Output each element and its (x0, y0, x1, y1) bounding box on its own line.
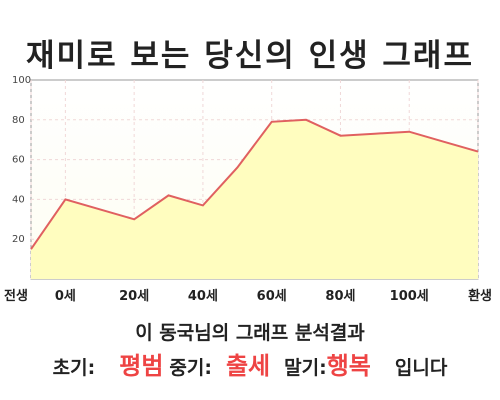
y-tick-label: 40 (12, 194, 25, 205)
x-tick-label: 20세 (119, 289, 149, 304)
x-tick-label: 전생 (4, 288, 28, 304)
late-value: 행복 (326, 352, 371, 380)
area-fill (31, 119, 478, 279)
x-tick-label: 60세 (257, 289, 287, 304)
x-tick-label: 0세 (55, 289, 76, 304)
early-label: 초기: (52, 357, 96, 379)
middle-value: 출세 (225, 352, 271, 380)
life-graph-chart: 20 40 60 80 100 전생 0세 20세 40세 60세 80세 100세 환생 (4, 76, 492, 304)
series-line (30, 118, 479, 250)
analysis-summary: 이 동국님의 그래프 분석결과 (135, 322, 365, 344)
x-axis-ticks: 전생 0세 20세 40세 60세 80세 100세 환생 (4, 288, 492, 304)
x-tick-label: 환생 (468, 288, 492, 304)
x-tick-label: 80세 (325, 289, 355, 304)
x-tick-label: 100세 (390, 289, 429, 304)
middle-label: 중기: (169, 357, 212, 379)
late-label: 말기: (284, 357, 327, 379)
y-axis-ticks: 20 40 60 80 100 (12, 76, 31, 245)
y-tick-label: 100 (12, 76, 31, 86)
y-tick-label: 20 (12, 234, 25, 245)
x-tick-label: 40세 (188, 289, 218, 304)
analysis-result: 초기: 평범 중기: 출세 말기:행복 입니다 (0, 346, 500, 381)
y-tick-label: 60 (12, 155, 25, 166)
page-title: 재미로 보는 당신의 인생 그래프 (26, 38, 474, 74)
early-value: 평범 (119, 352, 164, 380)
y-tick-label: 80 (12, 115, 25, 126)
result-suffix: 입니다 (394, 357, 448, 379)
